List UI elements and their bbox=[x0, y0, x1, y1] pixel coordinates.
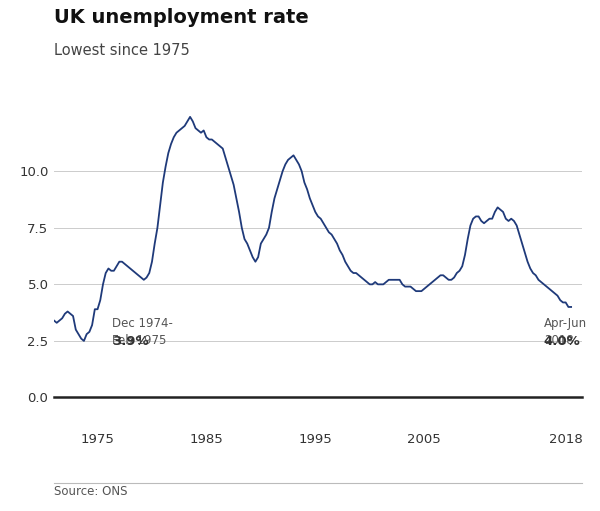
Text: Dec 1974-
Feb 1975: Dec 1974- Feb 1975 bbox=[112, 317, 173, 347]
Text: Source: ONS: Source: ONS bbox=[54, 485, 128, 498]
Text: 4.0%: 4.0% bbox=[544, 335, 581, 349]
Text: Apr-Jun
2018: Apr-Jun 2018 bbox=[544, 317, 587, 347]
Text: Lowest since 1975: Lowest since 1975 bbox=[54, 43, 190, 58]
Text: 3.9%: 3.9% bbox=[112, 335, 148, 349]
Text: UK unemployment rate: UK unemployment rate bbox=[54, 8, 309, 27]
